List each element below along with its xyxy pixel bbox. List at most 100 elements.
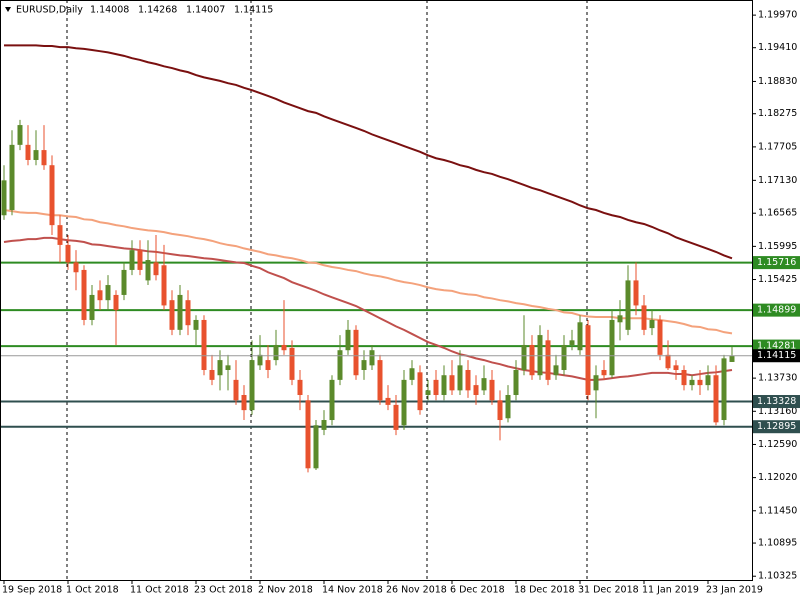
candle-body xyxy=(121,269,127,295)
candle-body xyxy=(89,294,95,320)
y-tick-label: 1.18275 xyxy=(758,108,797,119)
candle-body xyxy=(73,262,79,273)
candle-body xyxy=(225,365,231,370)
candle-body xyxy=(313,425,319,469)
menu-triangle[interactable] xyxy=(5,7,11,12)
candle-body xyxy=(49,165,55,226)
candle-body xyxy=(385,397,391,405)
candle-body xyxy=(409,368,415,380)
candle-body xyxy=(425,390,431,396)
candle-body xyxy=(537,335,543,376)
candle-body xyxy=(577,322,583,351)
x-tick-label: 26 Nov 2018 xyxy=(386,585,447,596)
candle-body xyxy=(241,395,247,411)
candle-body xyxy=(209,369,215,380)
candle-body xyxy=(329,379,335,421)
last-price-label: 1.14115 xyxy=(757,350,796,361)
candle-body xyxy=(145,260,151,281)
candle-body xyxy=(353,329,359,376)
candle-body xyxy=(481,378,487,391)
candle-body xyxy=(697,379,703,386)
candle-body xyxy=(497,400,503,421)
level-label-box xyxy=(753,256,800,270)
level-label: 1.14899 xyxy=(757,305,796,316)
candle-body xyxy=(153,262,159,276)
candle-body xyxy=(529,344,535,376)
candle-body xyxy=(185,300,191,326)
plot-area xyxy=(0,44,752,473)
candle-body xyxy=(377,360,383,401)
candle-body xyxy=(105,285,111,301)
candle-body xyxy=(305,400,311,469)
level-label: 1.14281 xyxy=(757,341,796,352)
candle-body xyxy=(585,325,591,396)
candle-body xyxy=(457,365,463,391)
candle-body xyxy=(713,375,719,423)
x-tick-label: 1 Oct 2018 xyxy=(66,585,119,596)
candle-body xyxy=(465,369,471,391)
y-tick-label: 1.10325 xyxy=(758,571,797,582)
level-label: 1.13328 xyxy=(757,396,796,407)
ohlc-open: 1.14008 xyxy=(90,5,129,16)
y-tick-label: 1.11450 xyxy=(758,505,797,516)
candle-body xyxy=(321,420,327,430)
candle-body xyxy=(545,340,551,380)
symbol-title: EURUSD,Daily xyxy=(16,5,83,16)
candle-body xyxy=(233,379,239,401)
candle-body xyxy=(553,365,559,376)
candle-body xyxy=(257,354,263,366)
x-tick-label: 31 Dec 2018 xyxy=(578,585,639,596)
candle-body xyxy=(721,358,727,421)
candle-body xyxy=(113,294,119,311)
moving-average xyxy=(3,209,733,335)
ohlc-high: 1.14268 xyxy=(138,5,177,16)
x-tick-label: 19 Sep 2018 xyxy=(2,585,62,596)
y-tick-label: 1.19410 xyxy=(758,42,797,53)
candle-body xyxy=(249,360,255,411)
candle-body xyxy=(433,379,439,396)
y-tick-label: 1.16565 xyxy=(758,208,797,219)
candle-body xyxy=(33,150,39,160)
level-label: 1.12895 xyxy=(757,421,796,432)
candle-body xyxy=(633,280,639,306)
x-tick-label: 23 Jan 2019 xyxy=(706,585,763,596)
candle-body xyxy=(361,360,367,370)
ohlc-close: 1.14115 xyxy=(234,5,273,16)
y-tick-label: 1.17705 xyxy=(758,141,797,152)
candle-body xyxy=(177,294,183,330)
candle-body xyxy=(25,144,31,160)
candle-body xyxy=(569,340,575,345)
plot-frame xyxy=(0,0,753,581)
candle-body xyxy=(617,315,623,323)
candle-body xyxy=(689,379,695,386)
candle-body xyxy=(169,300,175,330)
candle-body xyxy=(673,365,679,370)
candle-body xyxy=(297,379,303,396)
moving-average xyxy=(4,44,733,260)
candle-body xyxy=(129,250,135,270)
ohlc-low: 1.14007 xyxy=(186,5,225,16)
candle-body xyxy=(193,319,199,330)
candle-body xyxy=(649,319,655,329)
candle-body xyxy=(625,280,631,330)
candle-body xyxy=(345,329,351,351)
candle-body xyxy=(593,375,599,391)
x-tick-label: 23 Oct 2018 xyxy=(194,585,253,596)
candle-body xyxy=(265,360,271,370)
candle-body xyxy=(641,305,647,330)
candle-body xyxy=(1,180,7,216)
candle-body xyxy=(561,344,567,370)
candle-body xyxy=(601,369,607,376)
candle-body xyxy=(273,344,279,361)
candle-body xyxy=(217,360,223,376)
candle-body xyxy=(449,375,455,391)
candle-body xyxy=(401,379,407,426)
candle-body xyxy=(281,344,287,351)
candle-body xyxy=(81,269,87,320)
candle-body xyxy=(729,355,735,362)
y-tick-label: 1.18830 xyxy=(758,76,797,87)
candle-body xyxy=(17,125,23,145)
y-tick-label: 1.19970 xyxy=(758,10,797,21)
